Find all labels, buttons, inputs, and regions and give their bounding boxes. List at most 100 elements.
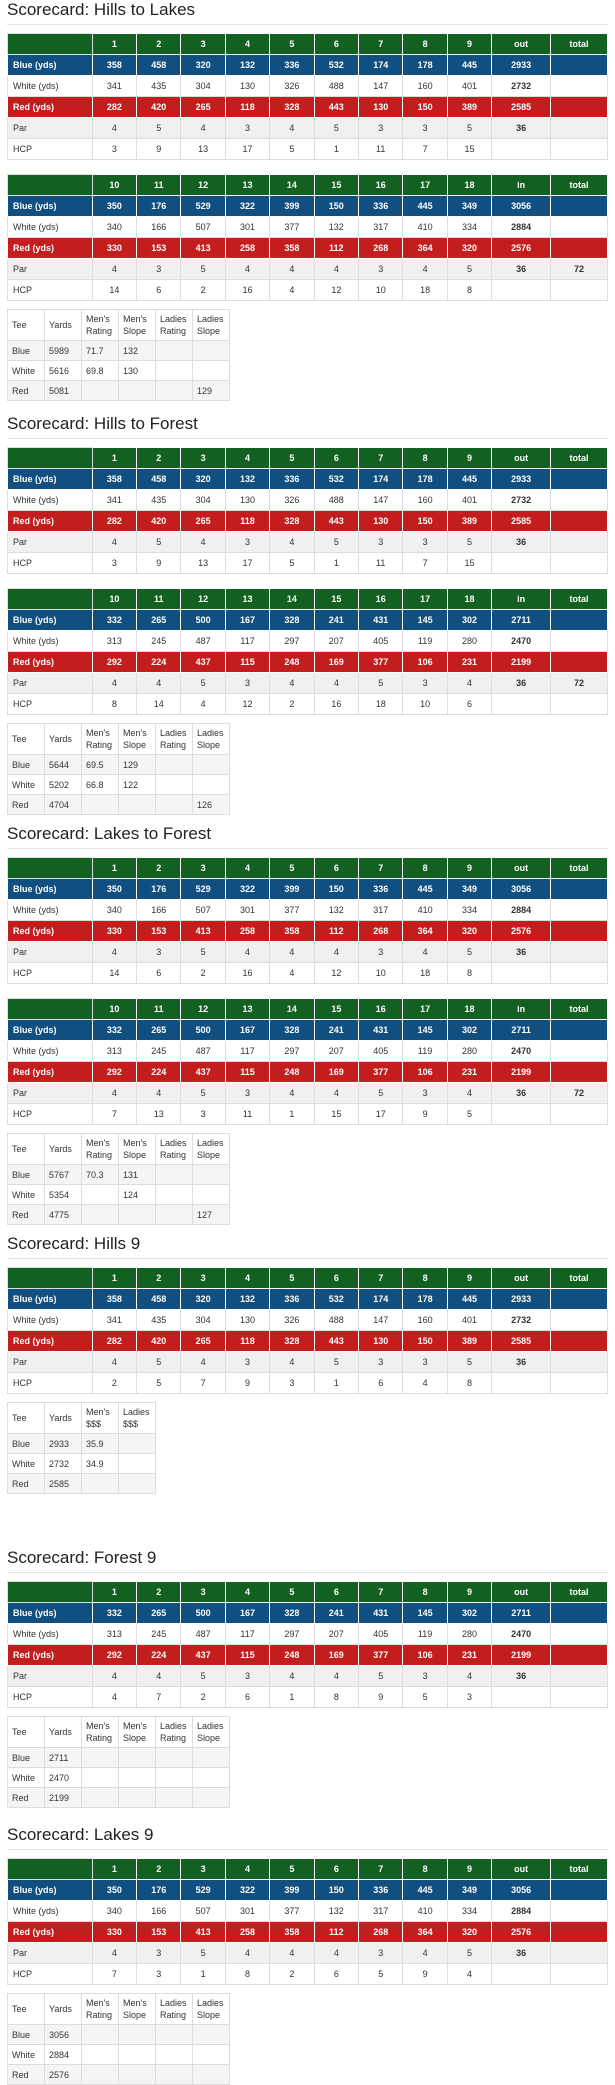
ratings-header-cell: Men's Rating — [81, 1133, 119, 1165]
hole-value-cell: 389 — [446, 510, 493, 532]
hole-value-cell: 500 — [180, 1019, 226, 1041]
hole-value-cell: 150 — [402, 1330, 448, 1352]
hole-value-cell: 3 — [402, 1351, 448, 1373]
hole-value-cell: 358 — [269, 1921, 315, 1943]
hole-value-cell: 280 — [446, 1623, 493, 1645]
hole-value-cell: 265 — [136, 1602, 182, 1624]
total-cell — [550, 216, 608, 238]
lakes-to-forest-front-nine-table: 1 2 3 4 5 6 7 8 9 out total Blue (yds) 350 176 529 322 3… — [7, 857, 608, 984]
hole-value-cell: 4 — [180, 531, 226, 553]
ratings-header-cell: Ladies $$$ — [118, 1402, 156, 1434]
hole-value-cell: 248 — [269, 651, 315, 673]
hole-value-cell: 178 — [402, 468, 448, 490]
hole-value-cell: 153 — [136, 1921, 182, 1943]
hole-value-cell: 16 — [224, 279, 271, 301]
total-cell — [550, 1879, 608, 1901]
hole-number-cell: 2 — [136, 33, 182, 55]
row-label: Red (yds) — [7, 651, 93, 673]
hole-value-cell: 178 — [402, 1288, 448, 1310]
total-cell — [550, 1040, 608, 1062]
rating-value-cell: 2711 — [44, 1747, 82, 1768]
rating-value-cell — [155, 1164, 193, 1185]
hole-value-cell: 413 — [180, 1921, 226, 1943]
hole-number-cell: 5 — [269, 1581, 315, 1603]
forest-9-front-nine-table: 1 2 3 4 5 6 7 8 9 out total Blue (yds) 332 265 500 167 3… — [7, 1581, 608, 1708]
ratings-header-cell: Ladies Slope — [192, 309, 230, 341]
hole-value-cell: 258 — [224, 237, 271, 259]
hole-value-cell: 401 — [446, 1309, 493, 1331]
row-label: White (yds) — [7, 489, 93, 511]
hole-value-cell: 317 — [358, 216, 404, 238]
red-tee-row: Red (yds) 330 153 413 258 358 112 268 364 320 2576 — [7, 920, 608, 942]
hole-value-cell: 302 — [446, 1019, 493, 1041]
rating-value-cell: 122 — [118, 774, 156, 795]
hole-value-cell: 282 — [91, 96, 138, 118]
hole-number-cell: 2 — [136, 1581, 182, 1603]
hole-value-cell: 364 — [402, 237, 448, 259]
hole-value-cell: 529 — [180, 195, 226, 217]
row-label: Blue (yds) — [7, 1602, 93, 1624]
hole-value-cell: 153 — [136, 920, 182, 942]
total-cell — [550, 609, 608, 631]
hole-value-cell: 3 — [402, 672, 448, 694]
ratings-header-cell: Ladies Rating — [155, 1993, 193, 2025]
hole-value-cell: 3 — [446, 1686, 493, 1708]
hole-value-cell: 4 — [269, 1942, 315, 1964]
red-tee-row: Red (yds) 330 153 413 258 358 112 268 364 320 2576 — [7, 237, 608, 259]
ratings-header-cell: Ladies Rating — [155, 1133, 193, 1165]
tee-name-cell: Red — [7, 794, 45, 815]
hole-number-cell: 7 — [358, 447, 404, 469]
hole-value-cell: 5 — [180, 941, 226, 963]
row-label: HCP — [7, 693, 93, 715]
hole-value-cell: 292 — [91, 651, 138, 673]
hole-number-cell: 16 — [358, 998, 404, 1020]
sum-header-cell: in — [491, 998, 552, 1020]
sum-cell: 2933 — [491, 54, 552, 76]
hole-value-cell: 17 — [224, 138, 271, 160]
hole-number-cell: 12 — [180, 174, 226, 196]
hole-value-cell: 231 — [446, 651, 493, 673]
tee-name-cell: Red — [7, 380, 45, 401]
hole-value-cell: 4 — [446, 672, 493, 694]
nine-spacer — [7, 574, 608, 588]
hole-value-cell: 350 — [91, 195, 138, 217]
hole-number-cell: 4 — [224, 857, 271, 879]
hole-value-cell: 330 — [91, 237, 138, 259]
sum-cell — [491, 1963, 552, 1985]
ratings-header-cell: Ladies Slope — [192, 1133, 230, 1165]
ratings-header-cell: Men's Slope — [118, 1993, 156, 2025]
hole-value-cell: 166 — [136, 1900, 182, 1922]
hole-value-cell: 4 — [136, 1082, 182, 1104]
hole-number-cell: 7 — [358, 33, 404, 55]
hole-value-cell: 8 — [313, 1686, 360, 1708]
scorecard-lakes-to-forest: Scorecard: Lakes to Forest 1 2 3 4 5 6 7 8 9 out to… — [7, 824, 608, 1225]
hole-value-cell: 8 — [446, 962, 493, 984]
total-header-cell: total — [550, 1858, 608, 1880]
ratings-header-cell: Men's Slope — [118, 1716, 156, 1748]
hole-value-cell: 445 — [446, 468, 493, 490]
hole-value-cell: 4 — [91, 672, 138, 694]
hole-value-cell: 413 — [180, 237, 226, 259]
rating-value-cell: 4704 — [44, 794, 82, 815]
hcp-row: HCP 14 6 2 16 4 12 10 18 8 — [7, 962, 608, 984]
total-cell — [550, 138, 608, 160]
hole-value-cell: 4 — [446, 1082, 493, 1104]
hole-value-cell: 435 — [136, 1309, 182, 1331]
rating-value-cell: 2199 — [44, 1787, 82, 1808]
rating-value-cell: 129 — [118, 754, 156, 775]
hole-value-cell: 358 — [269, 237, 315, 259]
ratings-header-row: Tee Yards Men's $$$ Ladies $$$ — [7, 1402, 156, 1434]
hole-value-cell: 349 — [446, 195, 493, 217]
hole-value-cell: 488 — [313, 75, 360, 97]
hole-value-cell: 14 — [136, 693, 182, 715]
hole-value-cell: 487 — [180, 630, 226, 652]
ratings-row: Blue 5644 69.5 129 — [7, 754, 230, 775]
row-label: Red (yds) — [7, 920, 93, 942]
hole-number-cell: 9 — [446, 1267, 493, 1289]
rating-value-cell — [118, 1787, 156, 1808]
tee-name-cell: Red — [7, 1787, 45, 1808]
hole-value-cell: 328 — [269, 1019, 315, 1041]
sum-header-cell: in — [491, 588, 552, 610]
hole-value-cell: 4 — [180, 1351, 226, 1373]
hole-value-cell: 5 — [180, 258, 226, 280]
